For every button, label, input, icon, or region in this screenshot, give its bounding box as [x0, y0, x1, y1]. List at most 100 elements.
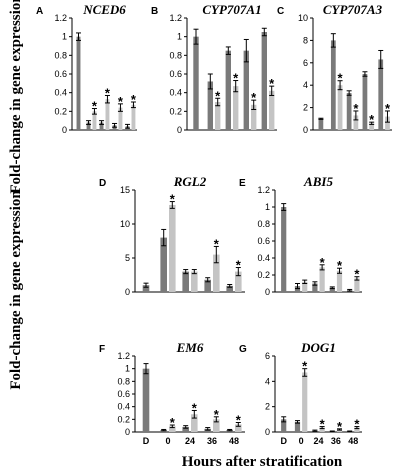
x-tick-label: 0: [299, 436, 304, 446]
y-tick-label: 0.4: [117, 402, 130, 412]
x-tick-label: 36: [207, 436, 217, 446]
significance-star: *: [385, 101, 391, 116]
bar-c-48-s1: [385, 116, 390, 130]
bar-d-48-s0: [226, 285, 233, 292]
significance-star: *: [170, 192, 176, 207]
y-tick-label: 2: [265, 402, 270, 412]
y-tick-label: 1: [177, 32, 182, 42]
y-tick-label: 6: [303, 58, 308, 68]
bar-g-0-s1: [302, 372, 308, 432]
panel-label: G: [239, 344, 247, 355]
bar-f-48-s1: [235, 424, 242, 432]
bar-a-36-s1: [118, 107, 123, 130]
bar-b-0-s0: [207, 81, 213, 130]
y-tick-label: 1: [62, 32, 67, 42]
panel-label: D: [99, 178, 106, 189]
y-tick-label: 0.4: [257, 253, 270, 263]
y-tick-label: 0.8: [117, 376, 130, 386]
bar-a-24-s1: [105, 99, 110, 130]
bar-c-D-s0: [318, 118, 324, 130]
bar-c-24-s0: [346, 93, 352, 130]
y-tick-label: 1.2: [117, 351, 130, 361]
bar-c-36-s1: [369, 123, 375, 130]
panel-title: CYP707A3: [323, 2, 383, 17]
x-tick-label: D: [143, 436, 150, 446]
bar-b-48-s1: [269, 90, 275, 130]
y-tick-label: 0.6: [257, 236, 270, 246]
significance-star: *: [302, 359, 308, 374]
bar-d-0-s0: [160, 237, 167, 292]
bar-a-D-s0: [76, 36, 81, 130]
significance-star: *: [92, 99, 98, 114]
panel-label: E: [239, 178, 246, 189]
x-tick-label: D: [280, 436, 287, 446]
y-tick-label: 4: [303, 80, 308, 90]
bar-c-24-s1: [353, 115, 359, 130]
bar-g-0-s0: [294, 421, 301, 432]
bar-d-24-s1: [191, 271, 198, 292]
significance-star: *: [214, 236, 220, 251]
y-tick-label: 0.6: [54, 69, 67, 79]
significance-star: *: [354, 267, 360, 282]
panel-b: B CYP707A1 0 0.2 0.4 0.6 0.8 1 1.2 * * * *: [151, 2, 277, 135]
panel-e: E ABI5 0 0.2 0.4 0.6 0.8 1 1.2 * * *: [239, 174, 362, 297]
bar-g-D-s0: [281, 419, 287, 432]
significance-star: *: [251, 90, 257, 105]
bar-b-36-s0: [243, 50, 249, 130]
x-tick-label: 48: [229, 436, 239, 446]
significance-star: *: [105, 85, 111, 100]
bar-g-36-s1: [336, 429, 343, 432]
panel-label: F: [99, 344, 105, 355]
y-tick-label: 2: [303, 103, 308, 113]
ylabel-top: Fold-change in gene expression: [8, 0, 24, 194]
significance-star: *: [192, 400, 198, 415]
panel-title: ABI5: [303, 174, 333, 189]
significance-star: *: [337, 258, 343, 273]
panel-label: B: [151, 6, 158, 17]
bar-b-0-s1: [215, 102, 221, 130]
panel-title: EM6: [176, 340, 204, 355]
panel-title: DOG1: [300, 340, 336, 355]
bar-e-0-s1: [302, 281, 308, 292]
bar-f-D-s0: [142, 368, 150, 432]
bar-e-36-s1: [336, 270, 343, 292]
x-tick-label: 0: [165, 436, 170, 446]
bar-c-0-s0: [330, 40, 336, 130]
y-tick-label: 0: [265, 287, 270, 297]
bar-d-24-s0: [182, 271, 189, 292]
significance-star: *: [369, 112, 375, 127]
x-tick-label: 24: [185, 436, 195, 446]
y-tick-label: 0.8: [257, 219, 270, 229]
y-tick-label: 1.2: [54, 13, 67, 23]
y-tick-label: 0: [303, 125, 308, 135]
bar-e-24-s1: [319, 267, 325, 292]
significance-star: *: [236, 258, 242, 273]
significance-star: *: [233, 71, 239, 86]
y-tick-label: 0.2: [54, 106, 67, 116]
xlabel: Hours after stratification: [182, 454, 343, 470]
bar-g-24-s1: [319, 427, 325, 432]
y-tick-label: 0.6: [169, 69, 182, 79]
panel-label: C: [277, 6, 284, 17]
bar-d-36-s0: [204, 279, 211, 292]
significance-star: *: [354, 417, 360, 432]
y-tick-label: 0: [62, 125, 67, 135]
y-tick-label: 1.2: [257, 185, 270, 195]
y-tick-label: 0: [125, 427, 130, 437]
y-tick-label: 10: [298, 13, 308, 23]
bar-b-D-s0: [193, 36, 199, 130]
bar-b-24-s1: [233, 86, 239, 130]
y-tick-label: 1: [125, 364, 130, 374]
y-tick-label: 8: [303, 35, 308, 45]
y-tick-label: 5: [125, 253, 130, 263]
significance-star: *: [214, 407, 220, 422]
bar-c-48-s0: [378, 59, 384, 130]
y-tick-label: 0.6: [117, 389, 130, 399]
y-tick-label: 6: [265, 351, 270, 361]
bar-a-0-s1: [92, 111, 97, 130]
bar-b-36-s1: [251, 104, 257, 130]
significance-star: *: [320, 417, 326, 432]
panel-title: RGL2: [173, 174, 207, 189]
